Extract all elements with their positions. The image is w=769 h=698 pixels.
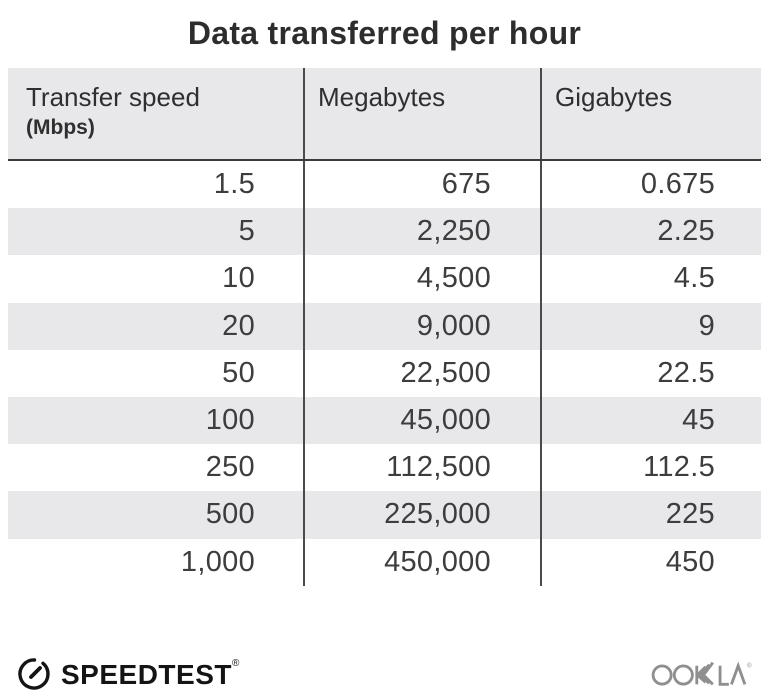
table-row: 50 22,500 22.5 [8,349,761,397]
cell-gigabytes: 0.675 [540,161,761,209]
speedtest-wordmark: SPEEDTEST® [61,658,240,691]
cell-gigabytes: 450 [540,538,761,586]
header-transfer-speed-label: Transfer speed [26,82,200,112]
cell-transfer-speed: 50 [222,356,255,389]
cell-transfer-speed: 5 [238,215,255,248]
header-transfer-speed: Transfer speed (Mbps) [8,68,303,159]
speedtest-gauge-icon [16,656,52,692]
table-row: 100 45,000 45 [8,396,761,445]
cell-transfer-speed: 1.5 [213,168,255,201]
cell-transfer-speed: 1,000 [180,545,255,578]
table-header-row: Transfer speed (Mbps) Megabytes Gigabyte… [8,68,761,161]
table-row: 20 9,000 9 [8,302,761,350]
table-row: 500 225,000 225 [8,491,761,539]
ookla-trademark: ® [747,662,752,669]
cell-gigabytes: 22.5 [540,349,761,397]
cell-gigabytes: 2.25 [540,208,761,256]
cell-gigabytes: 225 [540,491,761,539]
cell-transfer-speed: 10 [222,262,255,295]
header-megabytes: Megabytes [303,68,540,159]
cell-gigabytes: 9 [540,302,761,350]
cell-transfer-speed: 100 [205,404,255,437]
table-row: 1,000 450,000 450 [8,538,761,586]
cell-transfer-speed: 20 [222,309,255,342]
cell-transfer-speed: 500 [205,498,255,531]
header-gigabytes-label: Gigabytes [555,82,673,112]
cell-megabytes: 45,000 [303,396,540,445]
data-table: Transfer speed (Mbps) Megabytes Gigabyte… [8,68,761,586]
table-row: 5 2,250 2.25 [8,208,761,256]
page-title: Data transferred per hour [187,15,582,51]
header-megabytes-label: Megabytes [318,82,446,112]
cell-megabytes: 22,500 [303,349,540,397]
cell-transfer-speed: 250 [205,451,255,484]
cell-gigabytes: 4.5 [540,255,761,303]
cell-megabytes: 450,000 [303,538,540,586]
cell-megabytes: 2,250 [303,208,540,256]
cell-megabytes: 675 [303,161,540,209]
header-gigabytes: Gigabytes [540,68,761,159]
speedtest-logo: SPEEDTEST® [16,656,240,692]
cell-megabytes: 225,000 [303,491,540,539]
ookla-logo: ® [651,659,755,689]
speedtest-wordmark-text: SPEEDTEST [61,658,232,690]
speedtest-trademark: ® [231,657,240,669]
header-transfer-speed-unit: (Mbps) [26,116,95,139]
cell-gigabytes: 45 [540,396,761,445]
table-row: 1.5 675 0.675 [8,161,761,209]
cell-megabytes: 9,000 [303,302,540,350]
cell-megabytes: 112,500 [303,444,540,492]
table-row: 10 4,500 4.5 [8,255,761,303]
cell-megabytes: 4,500 [303,255,540,303]
ookla-wordmark-icon: ® [651,661,752,686]
table-body: 1.5 675 0.675 5 2,250 2.25 10 4,500 4.5 … [8,161,761,586]
cell-gigabytes: 112.5 [540,444,761,492]
table-row: 250 112,500 112.5 [8,444,761,492]
